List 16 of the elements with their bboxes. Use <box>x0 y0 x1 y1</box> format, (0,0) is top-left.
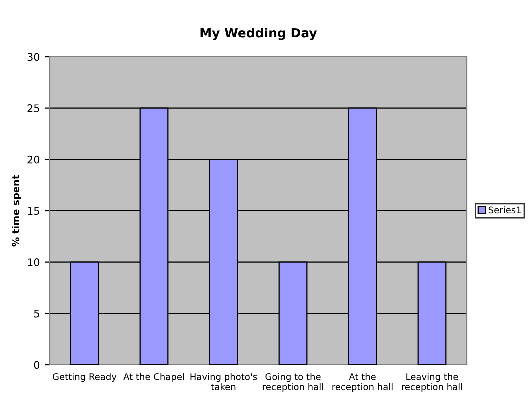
x-tick-label: Having photo's taken <box>190 373 258 390</box>
legend-label: Series1 <box>488 206 521 214</box>
y-tick-label: 30 <box>28 53 40 62</box>
x-tick-label: At the reception hall <box>332 373 393 392</box>
y-tick-label: 20 <box>28 156 40 164</box>
y-tick-label: 15 <box>28 207 40 216</box>
y-tick-label: 10 <box>28 258 40 266</box>
y-tick-label: 5 <box>34 310 40 318</box>
y-tick-label: 25 <box>28 104 40 112</box>
x-tick-label: Leaving the reception hall <box>402 373 462 392</box>
x-tick-label: At the Chapel <box>124 373 184 382</box>
y-axis-title: % time spent <box>12 175 22 247</box>
x-tick-label: Going to the reception hall <box>263 373 324 392</box>
chart-title: My Wedding Day <box>200 28 318 40</box>
y-tick-label: 0 <box>34 361 40 370</box>
x-tick-label: Getting Ready <box>53 373 117 382</box>
